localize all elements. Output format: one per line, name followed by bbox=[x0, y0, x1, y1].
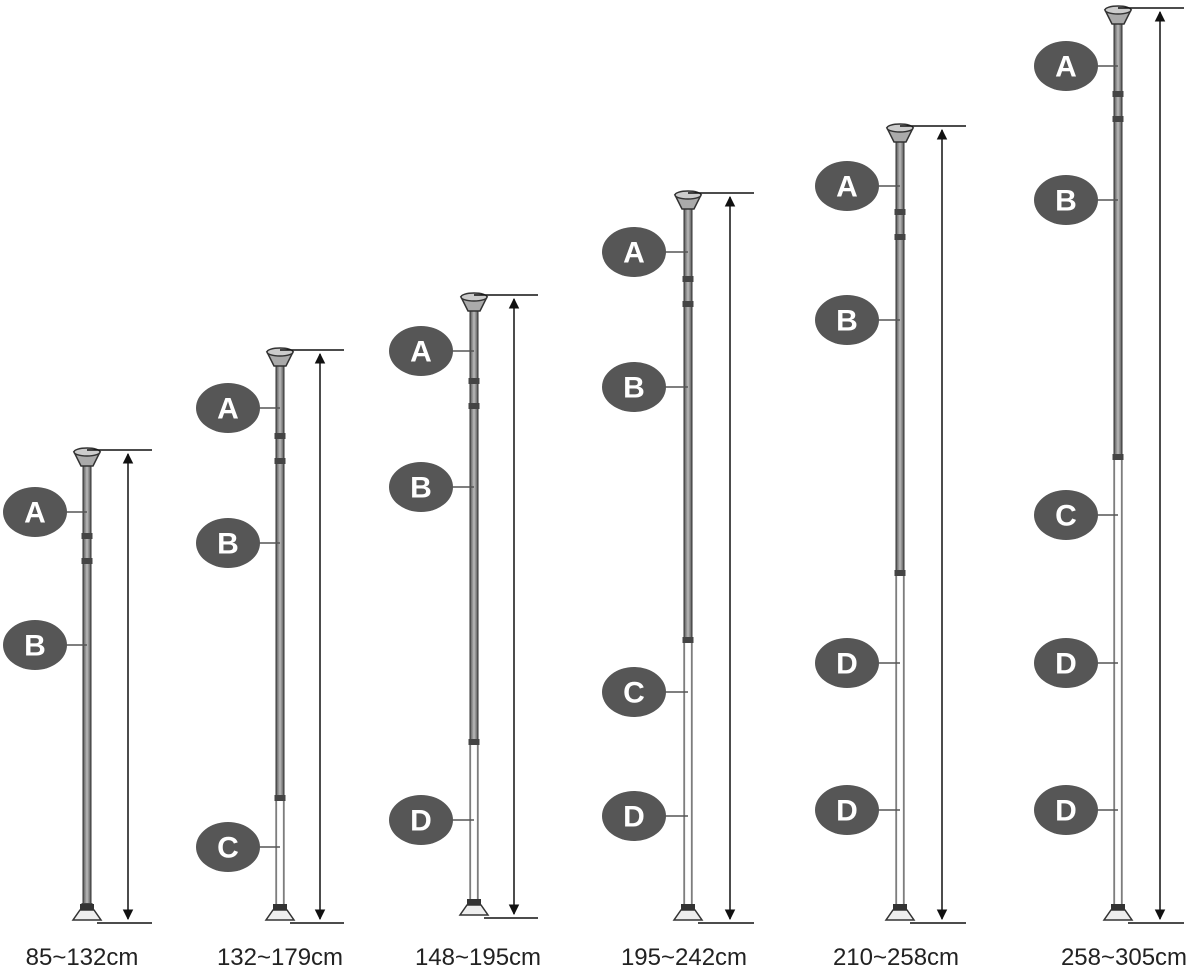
joint bbox=[468, 739, 480, 745]
tag-badge bbox=[815, 161, 879, 211]
tag-badge bbox=[196, 518, 260, 568]
rod-white bbox=[275, 797, 285, 907]
base bbox=[1102, 909, 1134, 921]
top-cap-rim bbox=[1104, 5, 1132, 15]
tag-label: A bbox=[623, 237, 645, 270]
tag-label: D bbox=[836, 795, 858, 828]
joint bbox=[274, 458, 286, 464]
range-label: 258~305cm bbox=[1061, 944, 1187, 970]
tag-badge bbox=[3, 620, 67, 670]
joint bbox=[274, 795, 286, 801]
top-cap-rim bbox=[886, 123, 914, 133]
tag-badge bbox=[389, 462, 453, 512]
base-ring bbox=[893, 904, 907, 910]
base bbox=[672, 909, 704, 921]
base-ring bbox=[1111, 904, 1125, 910]
joint bbox=[274, 433, 286, 439]
tag-label: B bbox=[217, 528, 239, 561]
joint bbox=[1112, 454, 1124, 460]
tag-label: B bbox=[410, 472, 432, 505]
rod-dark bbox=[1113, 23, 1123, 458]
joint bbox=[468, 378, 480, 384]
base bbox=[458, 904, 490, 916]
rod-white bbox=[683, 639, 693, 907]
joint bbox=[81, 533, 93, 539]
tag-label: B bbox=[1055, 185, 1077, 218]
tag-label: C bbox=[217, 832, 239, 865]
rod-dark bbox=[895, 141, 905, 574]
range-label: 148~195cm bbox=[415, 944, 541, 970]
joint bbox=[894, 570, 906, 576]
tag-badge bbox=[602, 362, 666, 412]
top-cap-rim bbox=[266, 347, 294, 357]
joint bbox=[81, 558, 93, 564]
tag-badge bbox=[602, 667, 666, 717]
tag-label: D bbox=[1055, 648, 1077, 681]
top-cap-rim bbox=[460, 292, 488, 302]
tag-label: A bbox=[410, 336, 432, 369]
tag-label: C bbox=[1055, 500, 1077, 533]
base-ring bbox=[681, 904, 695, 910]
tag-label: B bbox=[836, 305, 858, 338]
rod-dark bbox=[275, 365, 285, 799]
joint bbox=[894, 209, 906, 215]
tag-badge bbox=[1034, 41, 1098, 91]
tag-badge bbox=[815, 295, 879, 345]
rod-dark bbox=[82, 465, 92, 907]
tag-badge bbox=[1034, 175, 1098, 225]
tag-badge bbox=[1034, 638, 1098, 688]
base-ring bbox=[467, 899, 481, 905]
tag-label: B bbox=[24, 630, 46, 663]
tag-badge bbox=[1034, 785, 1098, 835]
range-label: 210~258cm bbox=[833, 944, 959, 970]
tag-label: D bbox=[410, 805, 432, 838]
tag-label: A bbox=[1055, 51, 1077, 84]
rod-white bbox=[1113, 456, 1123, 907]
tag-badge bbox=[602, 227, 666, 277]
range-label: 132~179cm bbox=[217, 944, 343, 970]
tag-badge bbox=[196, 383, 260, 433]
rod-dark bbox=[469, 310, 479, 743]
tag-label: D bbox=[1055, 795, 1077, 828]
tag-label: D bbox=[623, 801, 645, 834]
tag-label: A bbox=[24, 497, 46, 530]
tag-label: C bbox=[623, 677, 645, 710]
joint bbox=[468, 403, 480, 409]
top-cap-rim bbox=[73, 447, 101, 457]
tag-label: B bbox=[623, 372, 645, 405]
base bbox=[71, 909, 103, 921]
tag-badge bbox=[815, 638, 879, 688]
joint bbox=[894, 234, 906, 240]
range-label: 195~242cm bbox=[621, 944, 747, 970]
tag-badge bbox=[602, 791, 666, 841]
joint bbox=[1112, 91, 1124, 97]
base-ring bbox=[273, 904, 287, 910]
tag-label: D bbox=[836, 648, 858, 681]
tag-badge bbox=[196, 822, 260, 872]
base bbox=[884, 909, 916, 921]
joint bbox=[1112, 116, 1124, 122]
base-ring bbox=[80, 904, 94, 910]
tag-label: A bbox=[836, 171, 858, 204]
top-cap-rim bbox=[674, 190, 702, 200]
tag-badge bbox=[389, 326, 453, 376]
tag-badge bbox=[815, 785, 879, 835]
tag-badge bbox=[389, 795, 453, 845]
base bbox=[264, 909, 296, 921]
rod-white bbox=[469, 741, 479, 902]
joint bbox=[682, 301, 694, 307]
range-label: 85~132cm bbox=[26, 944, 139, 970]
tag-badge bbox=[3, 487, 67, 537]
rod-dark bbox=[683, 208, 693, 641]
joint bbox=[682, 637, 694, 643]
tag-label: A bbox=[217, 393, 239, 426]
joint bbox=[682, 276, 694, 282]
rod-white bbox=[895, 572, 905, 907]
tag-badge bbox=[1034, 490, 1098, 540]
